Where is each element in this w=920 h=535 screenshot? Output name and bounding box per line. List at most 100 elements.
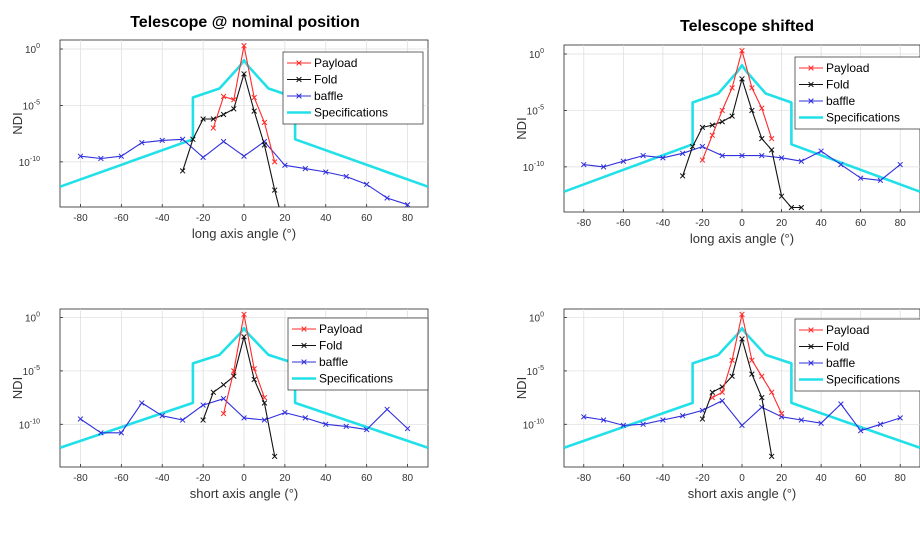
data-point (210, 389, 217, 396)
data-point (98, 430, 104, 436)
legend-label: Fold (319, 339, 342, 353)
data-point (581, 161, 587, 168)
data-point (709, 394, 716, 401)
series-baffle (77, 395, 411, 436)
data-point (261, 417, 268, 423)
data-point (261, 394, 268, 401)
x-tick-label: 80 (895, 218, 907, 229)
x-tick-label: 40 (320, 213, 332, 224)
legend-label: Specifications (826, 111, 900, 125)
legend-marker (808, 343, 814, 350)
data-point (768, 135, 775, 142)
x-tick-label: -60 (616, 473, 631, 484)
data-point (200, 116, 206, 122)
data-point (699, 143, 706, 150)
legend: Payload Fold baffle Specifications (287, 317, 429, 391)
legend-label: baffle (314, 89, 343, 103)
legend-label: Fold (826, 340, 849, 354)
data-point (768, 453, 775, 460)
x-tick-label: -60 (114, 473, 129, 484)
x-tick-label: -80 (73, 213, 88, 224)
x-tick-label: 0 (739, 473, 745, 484)
y-axis-label: NDI (10, 377, 25, 399)
data-point (749, 357, 755, 363)
data-point (581, 414, 587, 420)
data-point (699, 407, 706, 414)
x-tick-label: 40 (320, 473, 332, 484)
legend-marker (301, 359, 307, 365)
data-point (778, 410, 785, 417)
data-point (838, 161, 844, 168)
data-point (302, 165, 309, 172)
data-point (231, 97, 237, 103)
data-point (620, 422, 627, 429)
x-tick-label: -80 (577, 218, 592, 229)
y-axis-label: NDI (514, 377, 529, 399)
legend-marker (301, 326, 307, 332)
data-point (709, 132, 716, 139)
data-point (77, 416, 84, 422)
series-fold (179, 71, 280, 207)
x-tick-label: -20 (196, 473, 211, 484)
legend-marker (808, 360, 814, 366)
data-point (139, 139, 145, 146)
x-tick-label: 80 (402, 213, 414, 224)
data-point (699, 124, 706, 131)
legend-label: Fold (314, 73, 337, 87)
data-point (404, 425, 411, 432)
x-tick-label: 40 (816, 473, 828, 484)
x-tick-label: -40 (155, 473, 170, 484)
x-tick-label: -20 (695, 218, 710, 229)
x-tick-label: -80 (577, 473, 592, 484)
data-point (271, 453, 278, 460)
legend-label: baffle (319, 355, 348, 369)
data-point (798, 204, 805, 211)
data-point (739, 47, 745, 54)
data-point (739, 311, 745, 318)
series-payload (210, 42, 278, 165)
data-point (220, 138, 227, 145)
data-point (778, 193, 785, 199)
x-axis-label: long axis angle (°) (192, 226, 296, 241)
x-axis-label: short axis angle (°) (688, 486, 797, 501)
data-point (261, 142, 268, 148)
data-point (404, 201, 411, 207)
data-point (363, 181, 370, 188)
data-point (179, 168, 186, 174)
series-line (701, 50, 773, 161)
title-nominal: Telescope @ nominal position (130, 14, 360, 31)
data-point (729, 113, 735, 119)
data-point (282, 409, 288, 416)
data-point (251, 366, 257, 372)
data-point (719, 107, 725, 114)
data-point (251, 108, 257, 114)
x-tick-label: -40 (155, 213, 170, 224)
data-point (210, 125, 217, 131)
legend-marker (296, 60, 302, 66)
data-point (759, 152, 765, 159)
data-point (759, 373, 765, 380)
series-payload (220, 311, 268, 417)
data-point (788, 204, 795, 211)
legend-label: Payload (314, 56, 357, 70)
data-point (200, 417, 206, 423)
legend: Payload Fold baffle Specifications (794, 318, 920, 392)
data-point (768, 147, 775, 153)
data-point (818, 148, 824, 154)
data-point (179, 417, 186, 423)
data-point (857, 427, 864, 434)
data-point (778, 155, 785, 161)
y-axis-label: NDI (10, 112, 25, 134)
data-point (241, 415, 247, 421)
series-line (712, 313, 783, 414)
data-point (739, 422, 745, 429)
data-point (877, 421, 884, 428)
data-point (323, 421, 329, 428)
series-line (701, 338, 773, 457)
legend-label: Payload (826, 61, 869, 75)
data-point (302, 415, 309, 421)
data-point (282, 162, 288, 169)
